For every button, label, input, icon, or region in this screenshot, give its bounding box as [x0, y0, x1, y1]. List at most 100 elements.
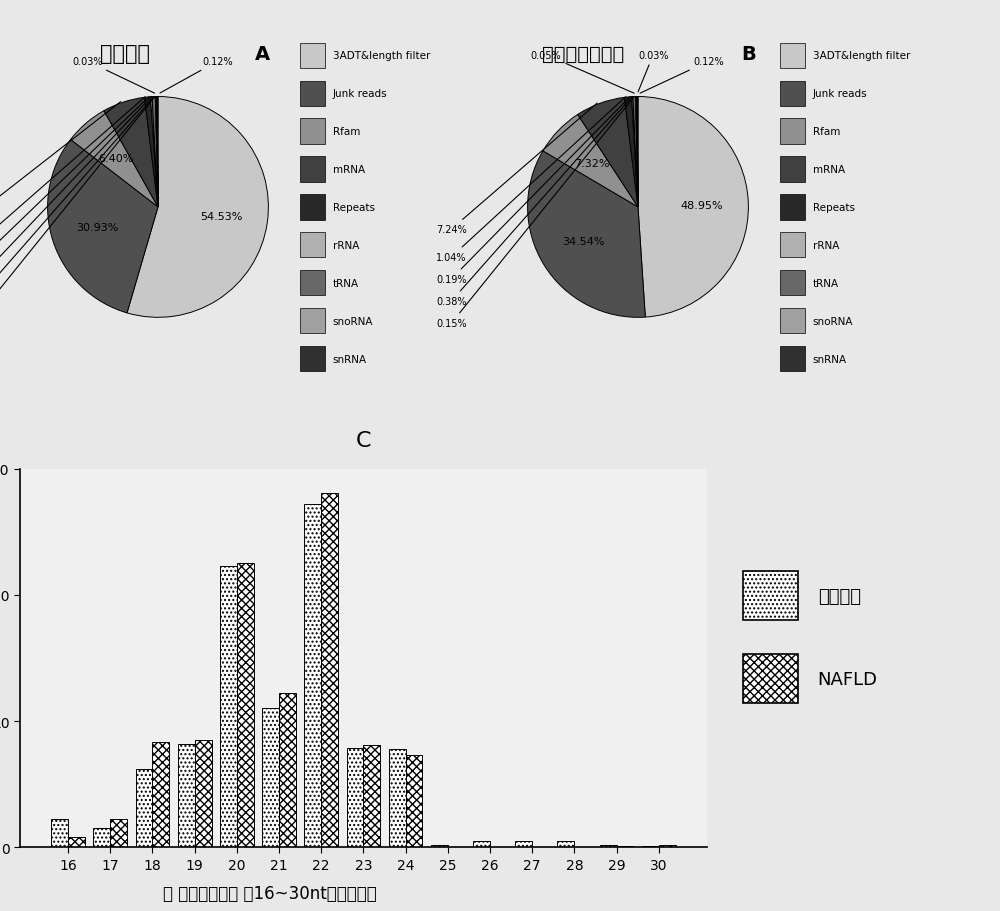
Text: 6.19%: 6.19% [0, 103, 121, 224]
Text: Rfam: Rfam [333, 127, 360, 137]
Text: 54.53%: 54.53% [200, 211, 243, 221]
Wedge shape [104, 98, 158, 208]
Text: Rfam: Rfam [813, 127, 840, 137]
Bar [557, 841, 574, 847]
Bar [300, 271, 325, 296]
Text: tRNA: tRNA [813, 279, 839, 289]
Bar [300, 195, 325, 220]
Wedge shape [152, 97, 158, 208]
Bar [152, 742, 169, 847]
Bar [262, 709, 279, 847]
Bar [300, 119, 325, 145]
Text: mRNA: mRNA [333, 165, 365, 175]
Bar [195, 740, 212, 847]
Bar [515, 841, 532, 847]
Bar [279, 693, 296, 847]
Text: 34.54%: 34.54% [562, 236, 605, 246]
Text: 0.47%: 0.47% [0, 97, 152, 292]
Bar [304, 505, 321, 847]
Text: 0.12%: 0.12% [160, 57, 233, 94]
Text: 0.19%: 0.19% [436, 97, 630, 284]
Wedge shape [151, 97, 158, 208]
Text: 0.05%: 0.05% [0, 97, 155, 330]
Bar [300, 233, 325, 258]
Bar [110, 820, 127, 847]
Wedge shape [624, 97, 638, 208]
Text: C: C [356, 430, 371, 450]
Bar [743, 654, 798, 703]
Bar [300, 158, 325, 182]
Text: 0.38%: 0.38% [436, 97, 632, 306]
Text: Junk reads: Junk reads [333, 89, 387, 99]
Text: 非酒精性脂肪肌: 非酒精性脂肪肌 [542, 46, 624, 65]
Bar [51, 820, 68, 847]
Bar [300, 346, 325, 372]
Bar [347, 748, 363, 847]
Bar [743, 571, 798, 620]
Wedge shape [578, 98, 638, 208]
Bar [642, 846, 659, 847]
Bar [431, 844, 448, 847]
Wedge shape [528, 151, 645, 318]
Text: 1.04%: 1.04% [436, 97, 626, 262]
Text: rRNA: rRNA [333, 241, 359, 251]
Wedge shape [636, 97, 638, 208]
Bar [780, 119, 805, 145]
Bar [780, 195, 805, 220]
Wedge shape [155, 97, 158, 208]
Bar [178, 744, 195, 847]
Text: Repeats: Repeats [813, 203, 855, 212]
Text: A: A [255, 46, 270, 65]
Text: snoRNA: snoRNA [333, 316, 373, 326]
Text: tRNA: tRNA [333, 279, 359, 289]
Bar [363, 745, 380, 847]
Text: NAFLD: NAFLD [818, 670, 878, 688]
Bar [136, 769, 152, 847]
Wedge shape [633, 97, 638, 208]
Text: 3ADT&length filter: 3ADT&length filter [333, 51, 430, 61]
Bar [237, 564, 254, 847]
Bar [300, 309, 325, 334]
Text: Junk reads: Junk reads [813, 89, 867, 99]
Bar [617, 846, 633, 847]
Text: snRNA: snRNA [813, 354, 847, 364]
Text: snRNA: snRNA [333, 354, 367, 364]
Text: B: B [741, 46, 756, 65]
Wedge shape [48, 140, 158, 313]
Bar [659, 844, 676, 847]
Text: 3ADT&length filter: 3ADT&length filter [813, 51, 910, 61]
Text: 0.05%: 0.05% [530, 50, 634, 94]
Bar [600, 844, 617, 847]
Bar [780, 271, 805, 296]
Text: Repeats: Repeats [333, 203, 375, 212]
Text: 正常对照: 正常对照 [100, 45, 150, 65]
Wedge shape [145, 97, 158, 208]
Bar [93, 828, 110, 847]
Bar [300, 44, 325, 69]
Bar [780, 309, 805, 334]
Bar [389, 749, 406, 847]
Wedge shape [638, 97, 748, 318]
Text: snoRNA: snoRNA [813, 316, 853, 326]
Text: 0.87%: 0.87% [0, 97, 145, 254]
Bar [780, 233, 805, 258]
Bar [321, 493, 338, 847]
Bar [780, 158, 805, 182]
Wedge shape [127, 97, 268, 318]
Wedge shape [71, 111, 158, 208]
Text: 0.12%: 0.12% [640, 57, 724, 94]
Bar [220, 567, 237, 847]
Text: mRNA: mRNA [813, 165, 845, 175]
Bar [68, 837, 85, 847]
Bar [300, 81, 325, 107]
Bar [406, 755, 422, 847]
Text: 两 组可比对数据 从16~30nt的长度分布: 两 组可比对数据 从16~30nt的长度分布 [163, 884, 377, 902]
Wedge shape [157, 97, 158, 208]
Bar [780, 81, 805, 107]
Text: 7.24%: 7.24% [436, 104, 597, 235]
Text: 0.03%: 0.03% [72, 57, 155, 94]
Bar [780, 44, 805, 69]
Text: rRNA: rRNA [813, 241, 839, 251]
Text: 0.03%: 0.03% [638, 50, 668, 93]
Text: 0.15%: 0.15% [436, 97, 634, 329]
